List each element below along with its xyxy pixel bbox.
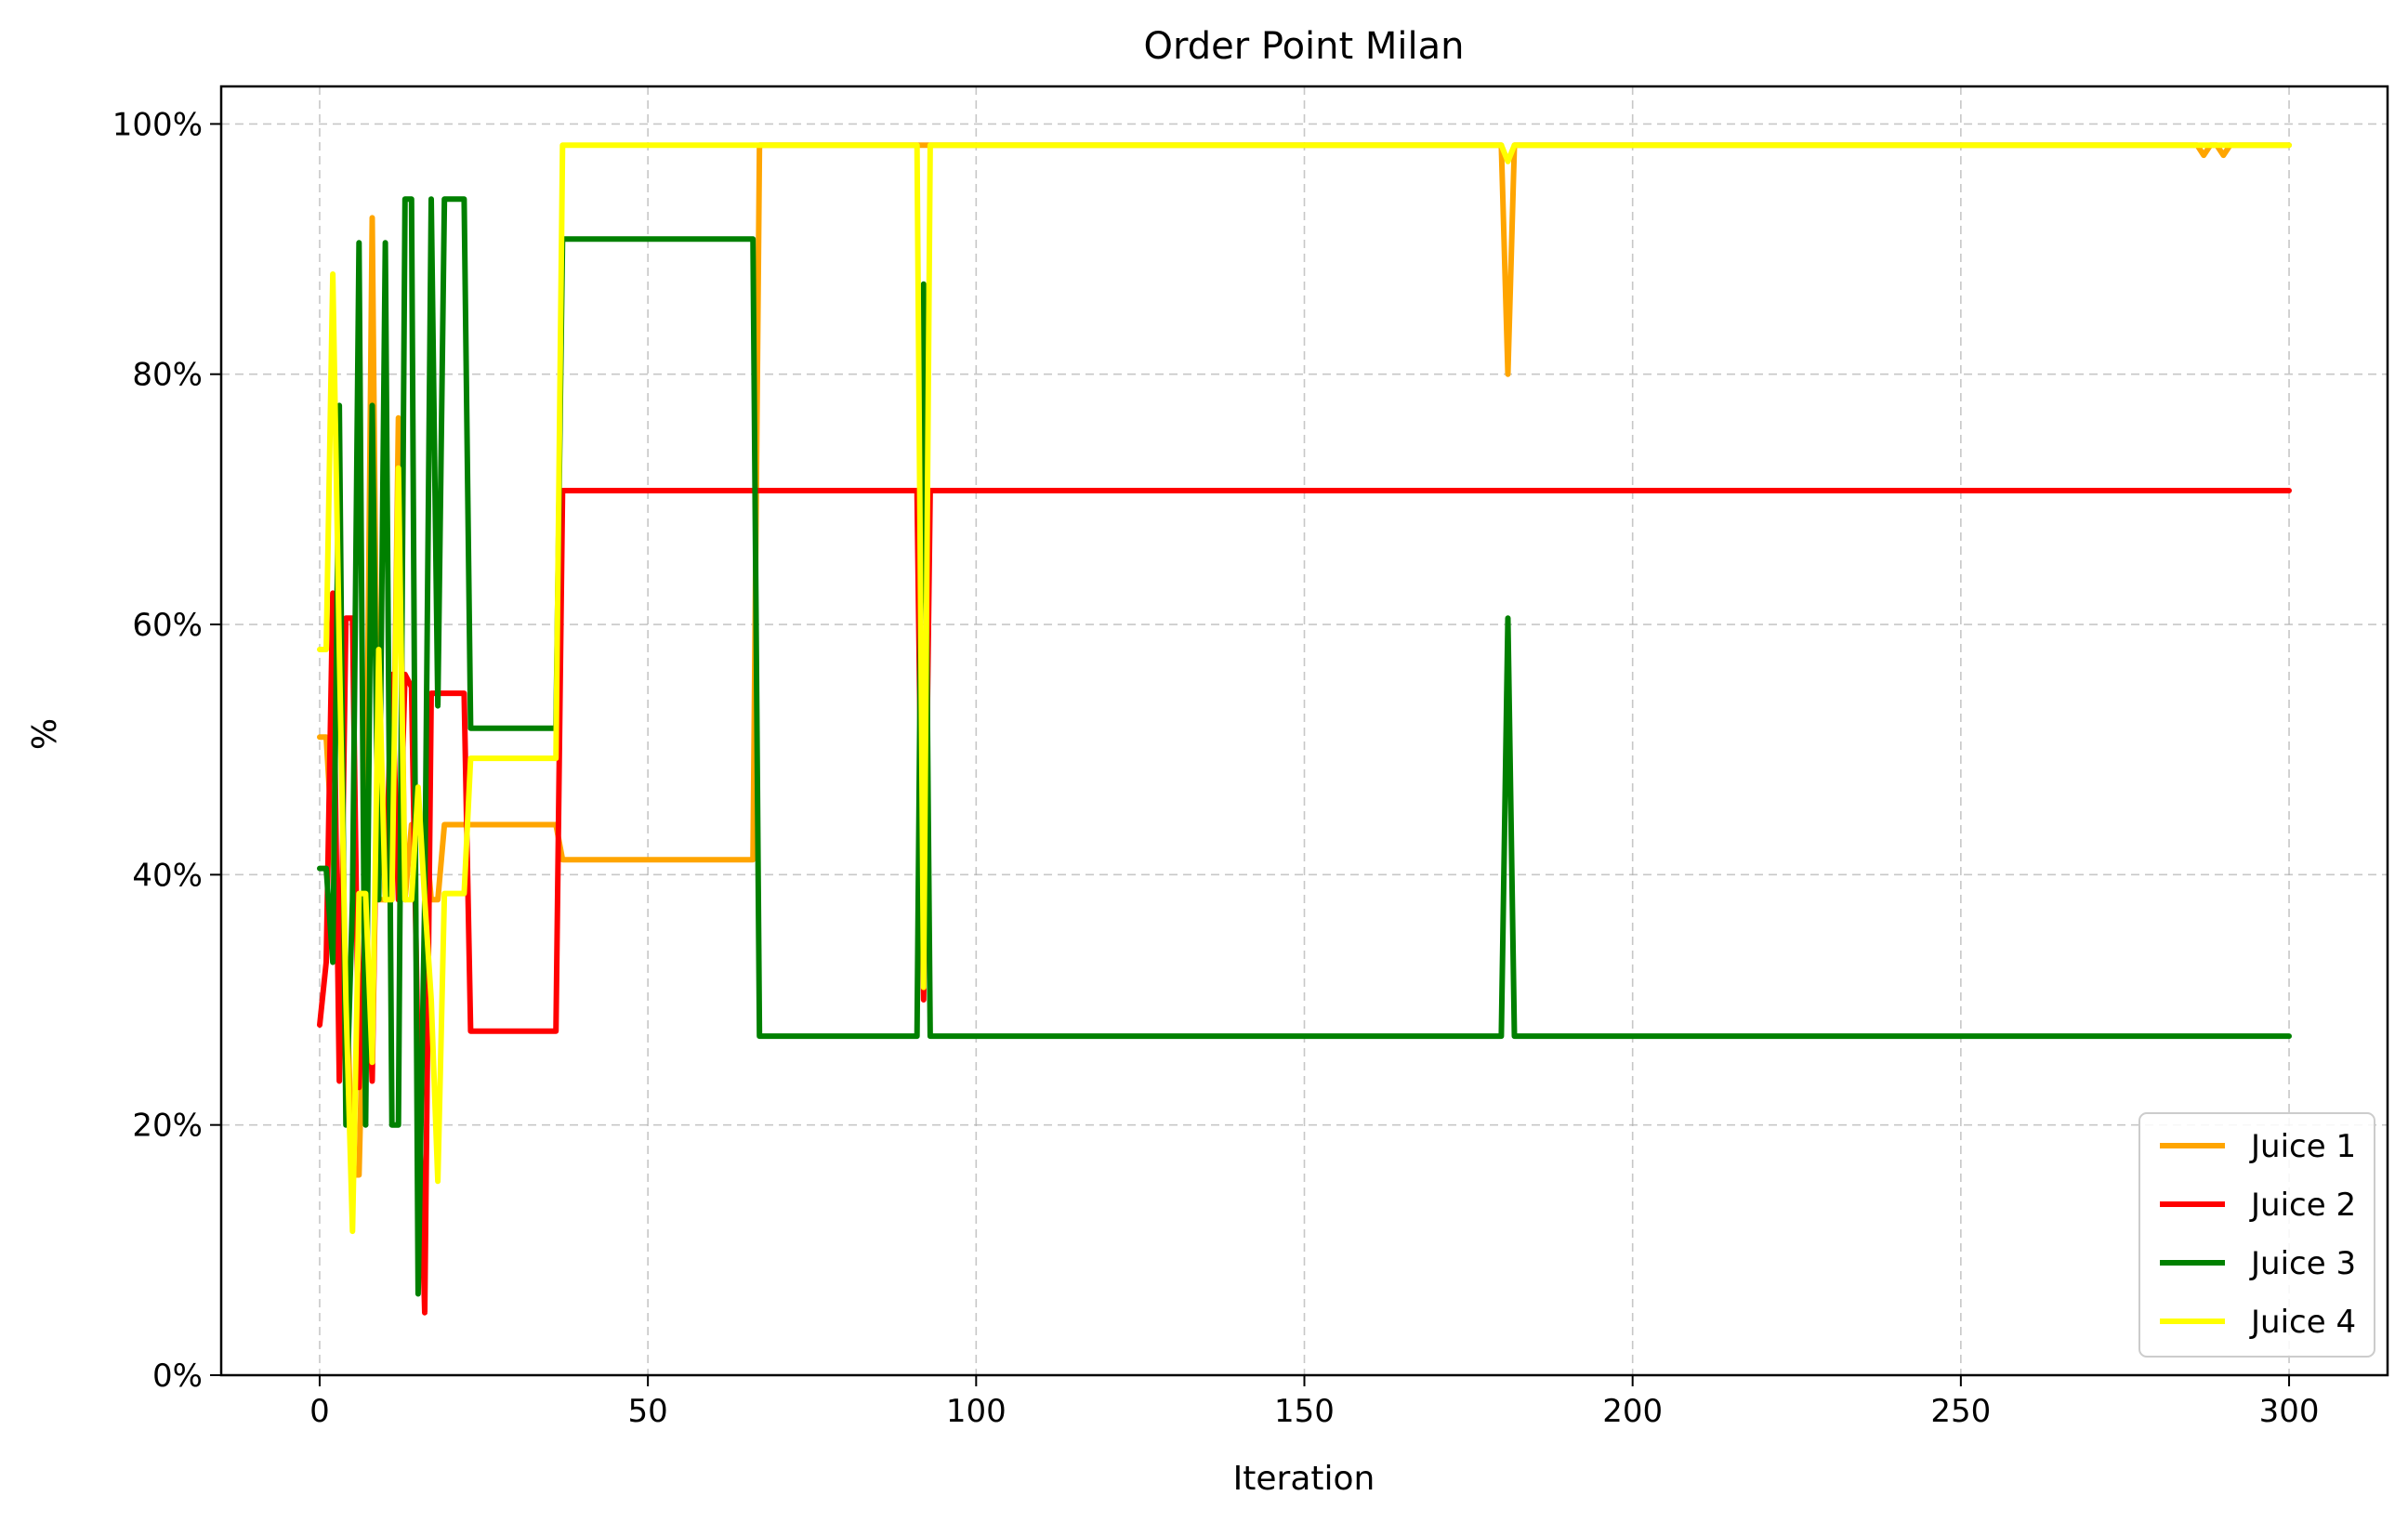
legend-label: Juice 1 bbox=[2249, 1128, 2356, 1165]
chart-title: Order Point Milan bbox=[1143, 25, 1464, 68]
legend-label: Juice 4 bbox=[2249, 1304, 2356, 1341]
y-tick-label: 20% bbox=[132, 1108, 203, 1145]
series-line-juice-2 bbox=[317, 488, 2292, 1316]
y-axis: 0% 20% 40% 60% 80% 100% bbox=[112, 106, 221, 1395]
y-tick-label: 80% bbox=[132, 357, 203, 394]
legend-label: Juice 2 bbox=[2249, 1187, 2356, 1224]
x-tick-label: 200 bbox=[1602, 1393, 1663, 1430]
x-axis-label: Iteration bbox=[1233, 1460, 1375, 1498]
x-tick-label: 250 bbox=[1930, 1393, 1991, 1430]
x-tick-label: 50 bbox=[628, 1393, 668, 1430]
y-tick-label: 100% bbox=[112, 106, 203, 143]
x-tick-label: 0 bbox=[309, 1393, 330, 1430]
legend-box bbox=[2138, 1112, 2375, 1358]
series-line-juice-3 bbox=[317, 196, 2292, 1297]
y-axis-label: % bbox=[26, 718, 64, 750]
x-tick-label: 100 bbox=[946, 1393, 1007, 1430]
y-tick-label: 0% bbox=[152, 1358, 203, 1395]
y-tick-label: 40% bbox=[132, 857, 203, 894]
y-tick-label: 60% bbox=[132, 607, 203, 644]
series-line-juice-4 bbox=[317, 142, 2292, 1235]
legend-label: Juice 3 bbox=[2249, 1245, 2356, 1282]
x-axis: 0 50 100 150 200 250 300 bbox=[309, 1375, 2319, 1430]
plot-lines bbox=[317, 142, 2292, 1316]
x-tick-label: 300 bbox=[2259, 1393, 2320, 1430]
legend: Juice 1 Juice 2 Juice 3 Juice 4 bbox=[2138, 1112, 2375, 1358]
x-tick-label: 150 bbox=[1274, 1393, 1335, 1430]
